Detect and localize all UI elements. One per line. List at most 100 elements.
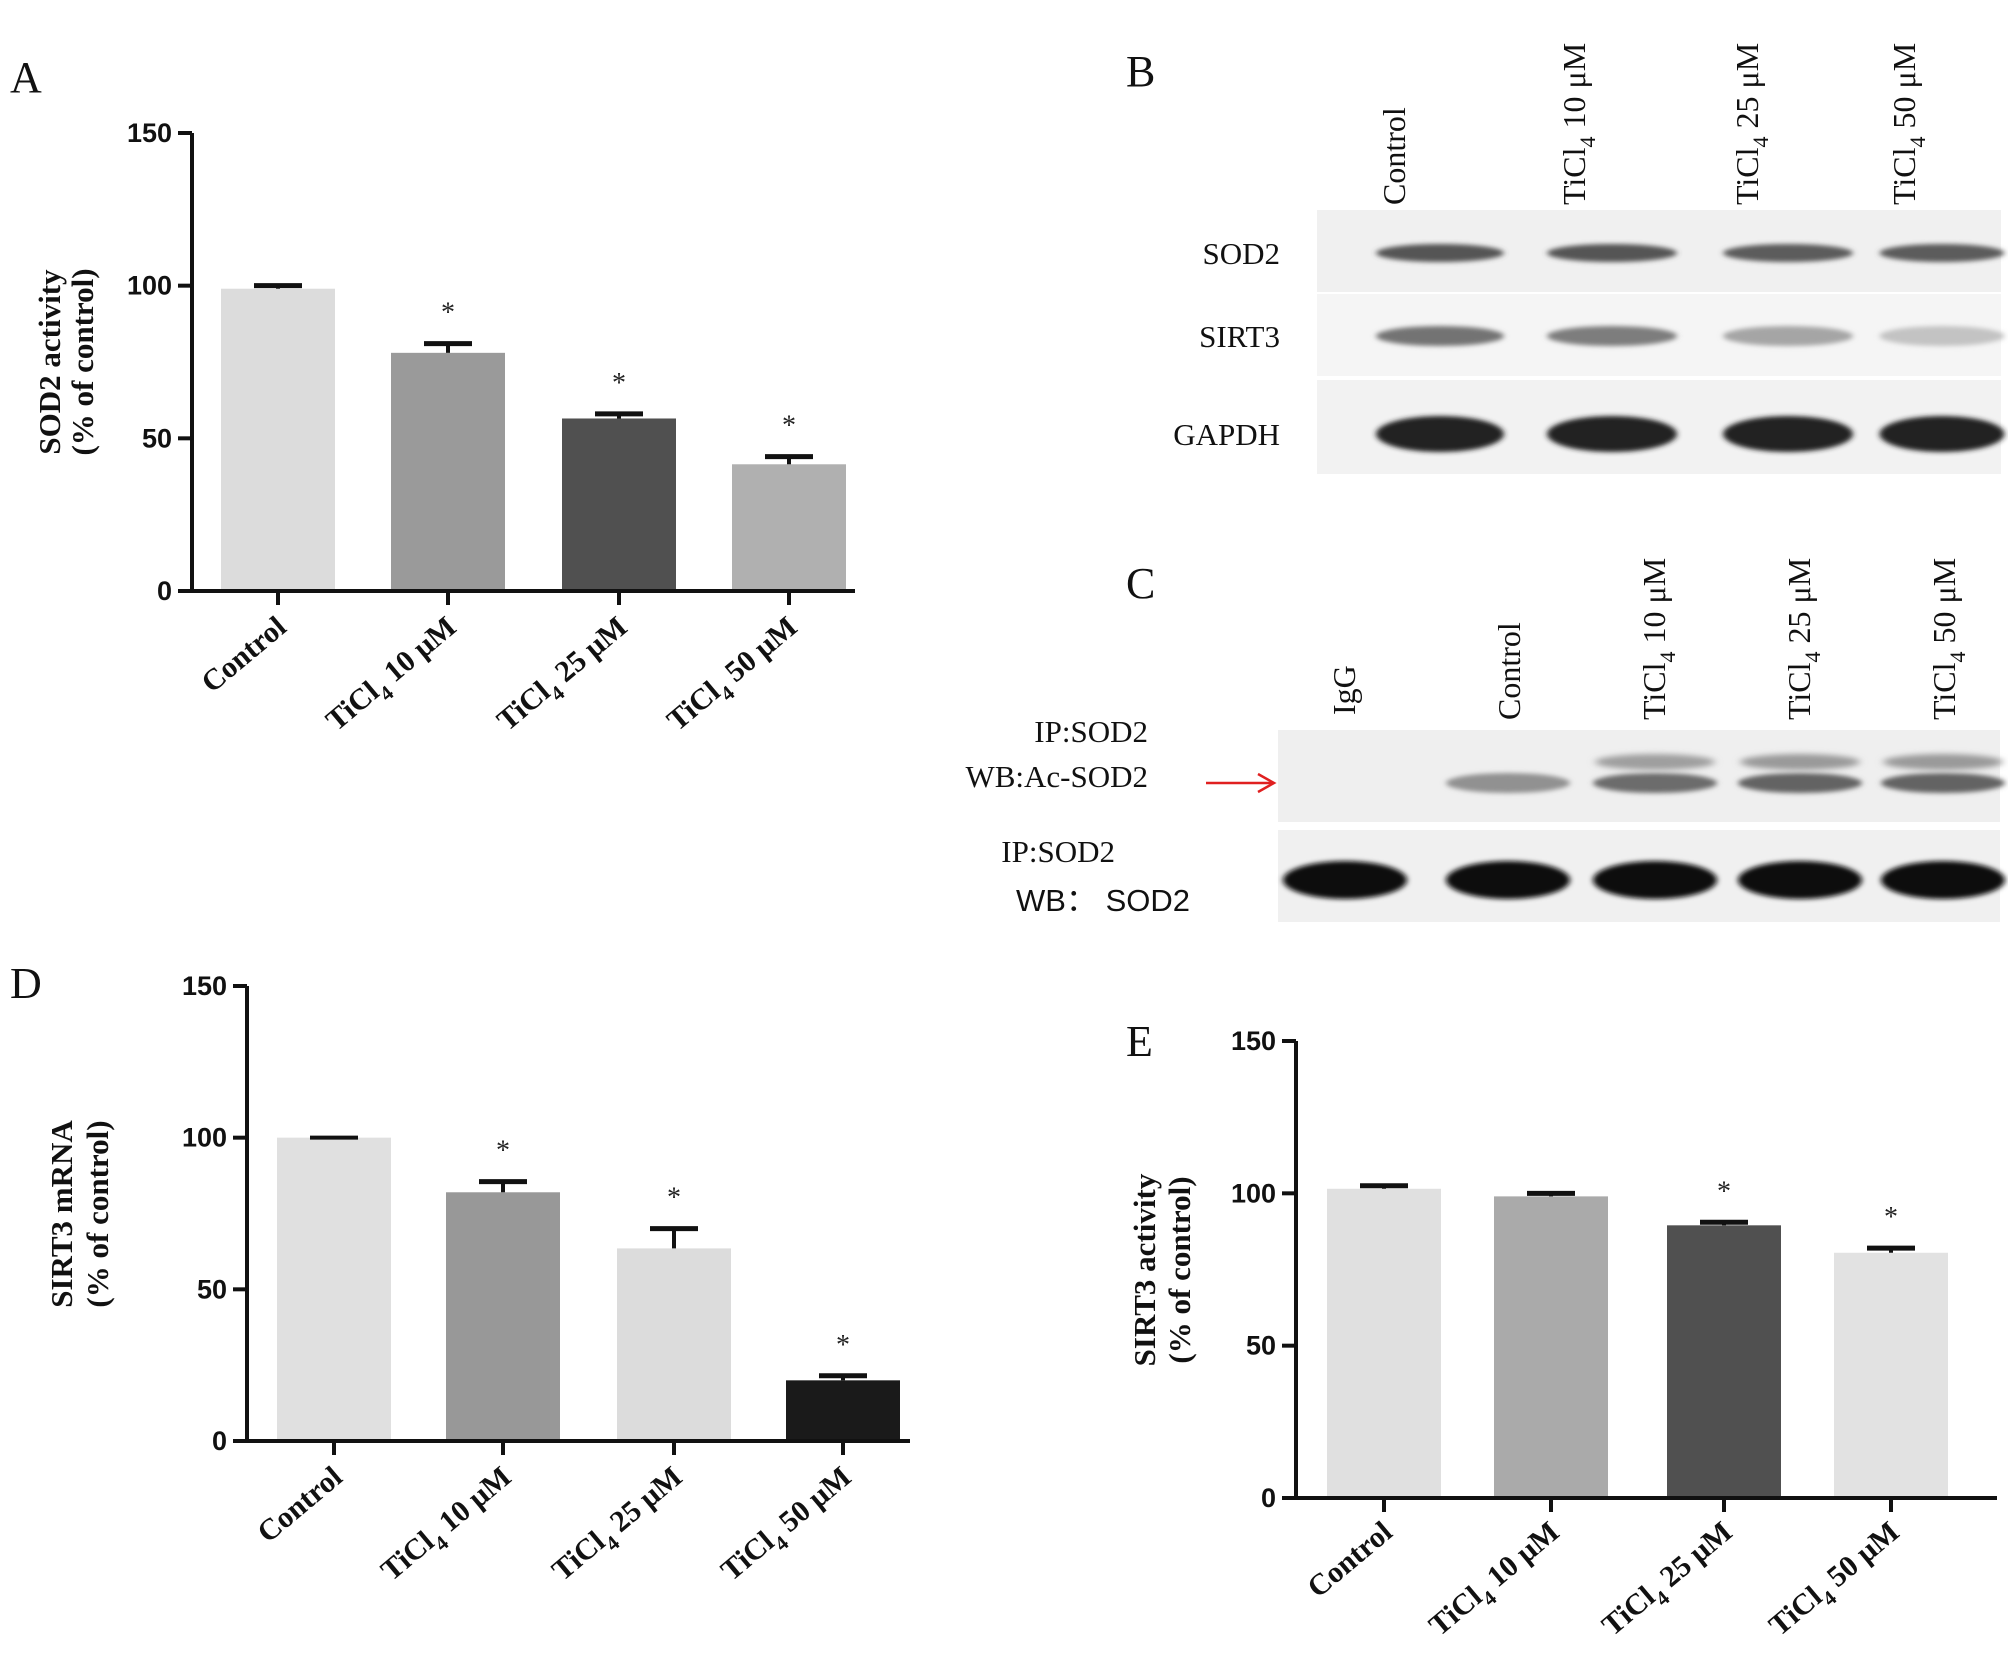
y-tick-label: 50: [1246, 1331, 1276, 1361]
blot-lane-label: TiCl4 50 μM: [1886, 43, 1930, 205]
blot-band: [1723, 244, 1853, 262]
x-tick-label: TiCl4 10 μM: [375, 1460, 523, 1593]
label-subscript: 4: [1748, 136, 1773, 147]
blot-band: [1376, 244, 1504, 262]
panel-letter: A: [10, 53, 42, 102]
y-tick-label: 50: [142, 423, 172, 453]
y-axis-label: SIRT3 mRNA: [44, 1120, 79, 1308]
blot-row-label: IP:SOD2: [1034, 714, 1148, 749]
label-rest: 50 μM: [767, 1460, 857, 1543]
blot-band: [1881, 773, 2005, 793]
label-main: TiCl: [1763, 1580, 1828, 1642]
bar-3: [617, 1248, 731, 1441]
label-rest: 25 μM: [598, 1460, 688, 1543]
significance-marker: *: [836, 1330, 850, 1361]
y-axis-label: (% of control): [80, 1120, 115, 1307]
blot-band: [1879, 244, 2005, 262]
significance-marker: *: [1884, 1202, 1898, 1233]
panel-letter: E: [1126, 1017, 1153, 1066]
y-tick-label: 150: [1231, 1026, 1276, 1056]
label-main: Control: [1376, 107, 1412, 205]
blot-lane-label: TiCl4 50 μM: [1926, 558, 1970, 720]
bar-2: [1494, 1196, 1608, 1498]
bar-4: [732, 464, 846, 591]
x-tick-label: TiCl4 25 μM: [546, 1460, 694, 1593]
blot-band: [1723, 416, 1853, 452]
label-rest: 10 μM: [372, 610, 462, 693]
blot-row-label: SOD2: [1202, 236, 1280, 271]
label-main: TiCl: [1781, 662, 1817, 720]
y-tick-label: 0: [1261, 1483, 1276, 1513]
label-main: Control: [195, 610, 292, 699]
blot-band: [1446, 773, 1570, 793]
blot-band: [1376, 326, 1504, 346]
blot-band: [1376, 416, 1504, 452]
bar-1: [277, 1137, 391, 1441]
label-main: TiCl: [1423, 1580, 1488, 1642]
y-tick-label: 100: [127, 271, 172, 301]
blot-band: [1879, 416, 2005, 452]
bar-3: [1667, 1225, 1781, 1498]
label-main: TiCl: [1886, 147, 1922, 205]
blot-lane-label: IgG: [1326, 665, 1362, 715]
blot-band: [1547, 326, 1677, 346]
label-rest: 10 μM: [1556, 43, 1592, 137]
label-rest: 50 μM: [1815, 1515, 1905, 1598]
y-tick-label: 150: [182, 971, 227, 1001]
panel-letter: C: [1126, 559, 1155, 608]
x-tick-label: TiCl4 50 μM: [715, 1460, 863, 1593]
blot-row-label: WB： SOD2: [1016, 883, 1190, 918]
label-main: TiCl: [1556, 147, 1592, 205]
significance-marker: *: [1717, 1176, 1731, 1207]
blot-band: [1723, 326, 1853, 346]
x-tick-label: TiCl4 25 μM: [1596, 1515, 1744, 1648]
blot-band: [1593, 861, 1717, 899]
blot-row-label: SIRT3: [1199, 319, 1280, 354]
label-main: TiCl: [491, 675, 556, 737]
label-rest: 10 μM: [427, 1460, 517, 1543]
significance-marker: *: [667, 1183, 681, 1214]
y-axis-label: (% of control): [1162, 1176, 1197, 1363]
label-subscript: 4: [1905, 136, 1930, 147]
label-main: Control: [1491, 622, 1527, 720]
y-tick-label: 0: [212, 1426, 227, 1456]
label-rest: 50 μM: [1926, 558, 1962, 652]
blot-lane-label: TiCl4 10 μM: [1556, 43, 1600, 205]
bar-3: [562, 418, 676, 591]
y-axis-label: (% of control): [65, 268, 100, 455]
x-tick-label: TiCl4 50 μM: [1763, 1515, 1911, 1648]
y-axis-label: SOD2 activity: [32, 269, 67, 455]
x-tick-label: Control: [195, 610, 292, 699]
label-rest: 25 μM: [543, 610, 633, 693]
label-main: TiCl: [1926, 662, 1962, 720]
significance-marker: *: [496, 1136, 510, 1167]
blot-lane-label: TiCl4 25 μM: [1781, 558, 1825, 720]
blot-row-label: WB:Ac-SOD2: [965, 759, 1148, 794]
blot-lane-label: TiCl4 10 μM: [1636, 558, 1680, 720]
bar-4: [1834, 1252, 1948, 1498]
label-rest: 25 μM: [1648, 1515, 1738, 1598]
label-main: TiCl: [715, 1525, 780, 1587]
blot-row-label: GAPDH: [1173, 417, 1280, 452]
label-main: Control: [251, 1460, 348, 1549]
label-main: TiCl: [1729, 147, 1765, 205]
blot-band: [1881, 861, 2005, 899]
blot-band: [1738, 773, 1862, 793]
blot-band-upper: [1740, 754, 1860, 770]
label-rest: 25 μM: [1781, 558, 1817, 652]
significance-marker: *: [612, 368, 626, 399]
y-axis-label: SIRT3 activity: [1127, 1173, 1162, 1366]
blot-band: [1547, 416, 1677, 452]
label-main: IgG: [1326, 665, 1362, 715]
x-tick-label: Control: [1301, 1515, 1398, 1604]
significance-marker: *: [782, 411, 796, 442]
x-tick-label: TiCl4 25 μM: [491, 610, 639, 743]
label-main: TiCl: [1596, 1580, 1661, 1642]
label-rest: 50 μM: [1886, 43, 1922, 137]
label-main: TiCl: [1636, 662, 1672, 720]
label-rest: 50 μM: [713, 610, 803, 693]
label-rest: 25 μM: [1729, 43, 1765, 137]
